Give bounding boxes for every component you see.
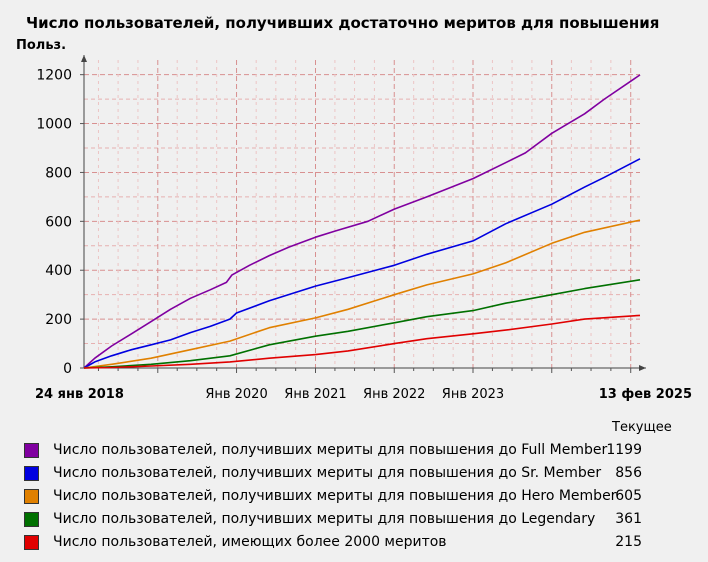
legend-header: Текущее (612, 420, 672, 435)
x-ticks: Янв 2020 Янв 2021 Янв 2022 Янв 2023 24 янв 2… (35, 368, 692, 402)
legend-label: Число пользователей, получивших мериты д… (53, 442, 608, 458)
x-end-label: 13 фев 2025 (599, 387, 692, 402)
legend-label: Число пользователей, получивших мериты д… (53, 488, 617, 504)
series-line-3 (83, 279, 641, 369)
series-line-2 (83, 219, 641, 369)
x-start-label: 24 янв 2018 (35, 387, 124, 402)
series-line-4 (83, 314, 641, 369)
legend-swatch (24, 466, 39, 481)
legend-swatch (24, 489, 39, 504)
y-ticks: 0 200 400 600 800 1000 1200 (36, 68, 84, 377)
y-tick-label: 1200 (36, 68, 72, 84)
x-tick-label: Янв 2022 (363, 387, 425, 402)
y-tick-label: 800 (45, 165, 72, 181)
legend-item: Число пользователей, получивших мериты д… (24, 511, 654, 531)
y-tick-label: 600 (45, 214, 72, 230)
legend-swatch (24, 443, 39, 458)
grid (84, 60, 640, 368)
y-tick-label: 400 (45, 263, 72, 279)
legend-label: Число пользователей, получивших мериты д… (53, 511, 596, 527)
y-tick-label: 1000 (36, 117, 72, 133)
legend-current-value: 215 (615, 534, 642, 550)
legend-current-value: 605 (615, 488, 642, 504)
series-lines (83, 74, 641, 369)
legend-current-value: 1199 (606, 442, 642, 458)
legend-label: Число пользователей, получивших мериты д… (53, 465, 602, 481)
y-tick-label: 0 (63, 361, 72, 377)
series-line-1 (83, 158, 641, 369)
legend-label: Число пользователей, имеющих более 2000 … (53, 534, 447, 550)
y-axis-label: Польз. (16, 38, 67, 53)
x-tick-label: Янв 2020 (205, 387, 267, 402)
legend-current-value: 856 (615, 465, 642, 481)
legend-item: Число пользователей, получивших мериты д… (24, 442, 654, 462)
legend-swatch (24, 512, 39, 527)
legend-current-value: 361 (615, 511, 642, 527)
y-axis-arrow (81, 55, 87, 62)
axes (81, 55, 646, 371)
chart-title: Число пользователей, получивших достаточ… (26, 14, 660, 32)
legend-item: Число пользователей, получивших мериты д… (24, 488, 654, 508)
x-tick-label: Янв 2021 (284, 387, 346, 402)
legend-item: Число пользователей, получивших мериты д… (24, 465, 654, 485)
x-tick-label: Янв 2023 (442, 387, 504, 402)
legend-item: Число пользователей, имеющих более 2000 … (24, 534, 654, 554)
series-line-0 (83, 74, 641, 369)
y-tick-label: 200 (45, 312, 72, 328)
x-axis-arrow (639, 365, 646, 371)
legend-swatch (24, 535, 39, 550)
